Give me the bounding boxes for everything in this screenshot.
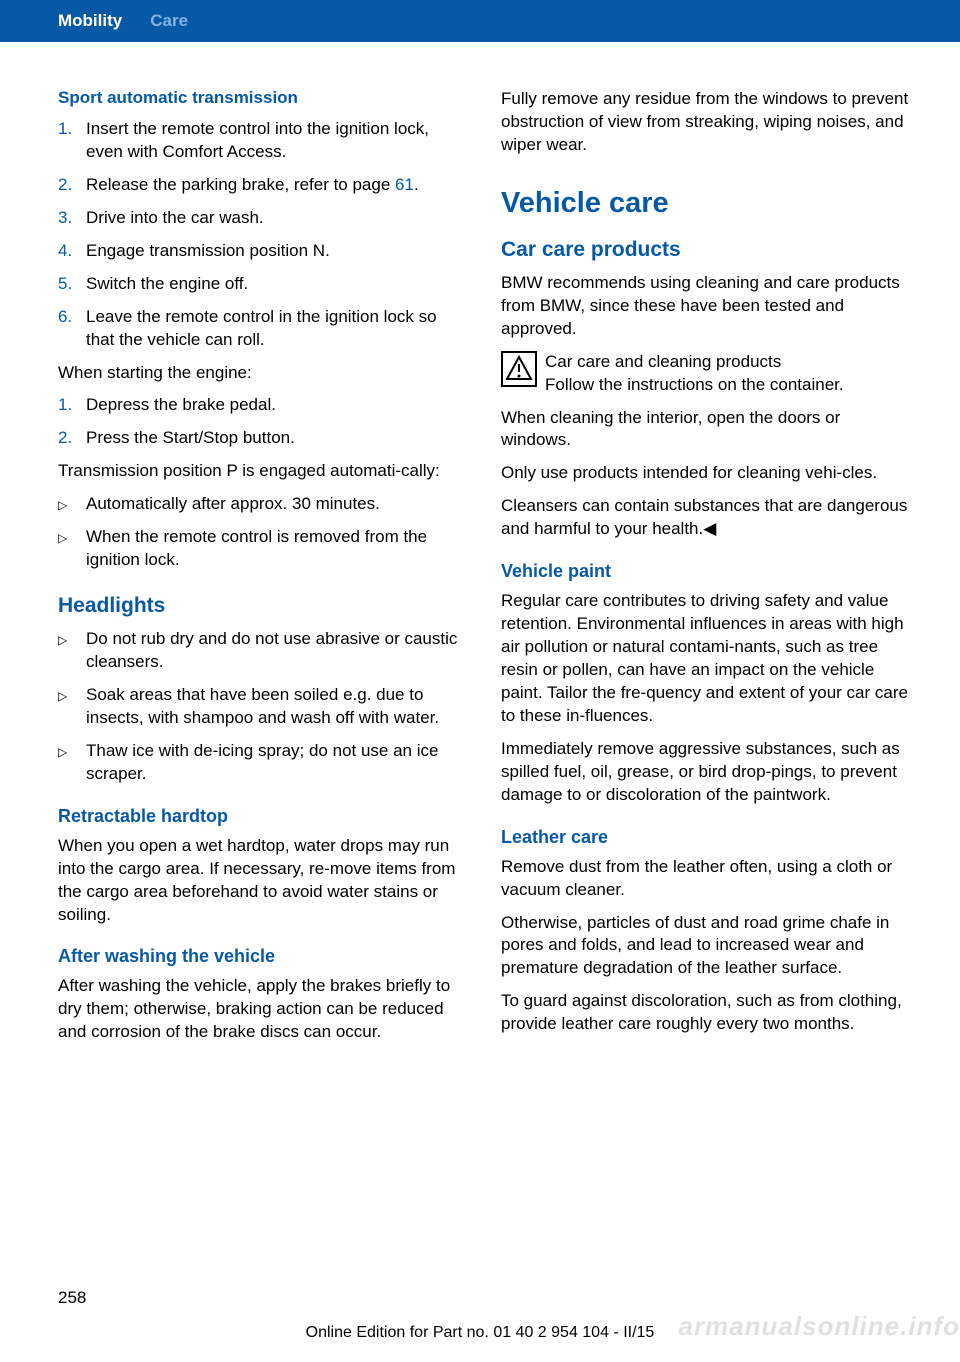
- car-care-products-heading: Car care products: [501, 238, 912, 262]
- list-text: Soak areas that have been soiled e.g. du…: [86, 684, 469, 730]
- list-item: ▷Do not rub dry and do not use abrasive …: [58, 628, 469, 674]
- residue-text: Fully remove any residue from the window…: [501, 88, 912, 157]
- warning-icon: [501, 351, 545, 397]
- vehicle-paint-heading: Vehicle paint: [501, 561, 912, 582]
- headlights-heading: Headlights: [58, 594, 469, 618]
- leather-p3: To guard against discoloration, such as …: [501, 990, 912, 1036]
- list-text: Engage transmission position N.: [86, 240, 330, 263]
- list-text: When the remote control is removed from …: [86, 526, 469, 572]
- car-care-p2: When cleaning the interior, open the doo…: [501, 407, 912, 453]
- warning-text: Car care and cleaning products Follow th…: [545, 351, 844, 397]
- watermark: armanualsonline.info: [679, 1311, 960, 1342]
- list-item: 2.Press the Start/Stop button.: [58, 427, 469, 450]
- sport-transmission-heading: Sport automatic transmission: [58, 88, 469, 108]
- list-text: Drive into the car wash.: [86, 207, 264, 230]
- bullet-icon: ▷: [58, 526, 86, 572]
- list-item: 5.Switch the engine off.: [58, 273, 469, 296]
- bullet-icon: ▷: [58, 740, 86, 786]
- start-engine-text: When starting the engine:: [58, 362, 469, 385]
- list-number: 6.: [58, 306, 86, 352]
- list-number: 2.: [58, 427, 86, 450]
- page-header: Mobility Care: [0, 0, 960, 42]
- list-number: 5.: [58, 273, 86, 296]
- car-care-p1: BMW recommends using cleaning and care p…: [501, 272, 912, 341]
- list-item: 3.Drive into the car wash.: [58, 207, 469, 230]
- headlights-list: ▷Do not rub dry and do not use abrasive …: [58, 628, 469, 786]
- leather-p1: Remove dust from the leather often, usin…: [501, 856, 912, 902]
- list-text: Leave the remote control in the ignition…: [86, 306, 469, 352]
- paint-p1: Regular care contributes to driving safe…: [501, 590, 912, 728]
- list-item: 4.Engage transmission position N.: [58, 240, 469, 263]
- list-item: ▷Soak areas that have been soiled e.g. d…: [58, 684, 469, 730]
- transmission-p-text: Transmission position P is engaged autom…: [58, 460, 469, 483]
- leather-care-heading: Leather care: [501, 827, 912, 848]
- list-number: 3.: [58, 207, 86, 230]
- car-care-p4: Cleansers can contain substances that ar…: [501, 495, 912, 541]
- list-item: ▷When the remote control is removed from…: [58, 526, 469, 572]
- list-text: Depress the brake pedal.: [86, 394, 276, 417]
- list-text: Do not rub dry and do not use abrasive o…: [86, 628, 469, 674]
- bullet-icon: ▷: [58, 493, 86, 516]
- after-washing-heading: After washing the vehicle: [58, 946, 469, 967]
- list-item: ▷Thaw ice with de-icing spray; do not us…: [58, 740, 469, 786]
- sport-transmission-list: 1.Insert the remote control into the ign…: [58, 118, 469, 352]
- header-primary: Mobility: [58, 11, 122, 31]
- bullet-icon: ▷: [58, 628, 86, 674]
- list-number: 1.: [58, 394, 86, 417]
- list-item: 1.Insert the remote control into the ign…: [58, 118, 469, 164]
- transmission-p-list: ▷Automatically after approx. 30 minutes.…: [58, 493, 469, 572]
- paint-p2: Immediately remove aggressive substances…: [501, 738, 912, 807]
- list-item: 6.Leave the remote control in the igniti…: [58, 306, 469, 352]
- start-engine-list: 1.Depress the brake pedal. 2.Press the S…: [58, 394, 469, 450]
- bullet-icon: ▷: [58, 684, 86, 730]
- warning-block: Car care and cleaning products Follow th…: [501, 351, 912, 397]
- hardtop-text: When you open a wet hardtop, water drops…: [58, 835, 469, 927]
- list-item: 1.Depress the brake pedal.: [58, 394, 469, 417]
- hardtop-heading: Retractable hardtop: [58, 806, 469, 827]
- list-text: Switch the engine off.: [86, 273, 248, 296]
- leather-p2: Otherwise, particles of dust and road gr…: [501, 912, 912, 981]
- list-item: ▷Automatically after approx. 30 minutes.: [58, 493, 469, 516]
- list-text: Thaw ice with de-icing spray; do not use…: [86, 740, 469, 786]
- left-column: Sport automatic transmission 1.Insert th…: [58, 88, 469, 1054]
- list-item: 2.Release the parking brake, refer to pa…: [58, 174, 469, 197]
- page-link[interactable]: 61: [395, 175, 414, 194]
- after-washing-text: After washing the vehicle, apply the bra…: [58, 975, 469, 1044]
- list-number: 1.: [58, 118, 86, 164]
- list-text: Insert the remote control into the ignit…: [86, 118, 469, 164]
- list-number: 4.: [58, 240, 86, 263]
- list-text: Release the parking brake, refer to page…: [86, 174, 419, 197]
- list-number: 2.: [58, 174, 86, 197]
- right-column: Fully remove any residue from the window…: [501, 88, 912, 1054]
- content-area: Sport automatic transmission 1.Insert th…: [0, 42, 960, 1054]
- vehicle-care-heading: Vehicle care: [501, 187, 912, 220]
- page-number: 258: [58, 1288, 86, 1308]
- list-text: Automatically after approx. 30 minutes.: [86, 493, 380, 516]
- list-text: Press the Start/Stop button.: [86, 427, 295, 450]
- car-care-p3: Only use products intended for cleaning …: [501, 462, 912, 485]
- header-secondary: Care: [150, 11, 188, 31]
